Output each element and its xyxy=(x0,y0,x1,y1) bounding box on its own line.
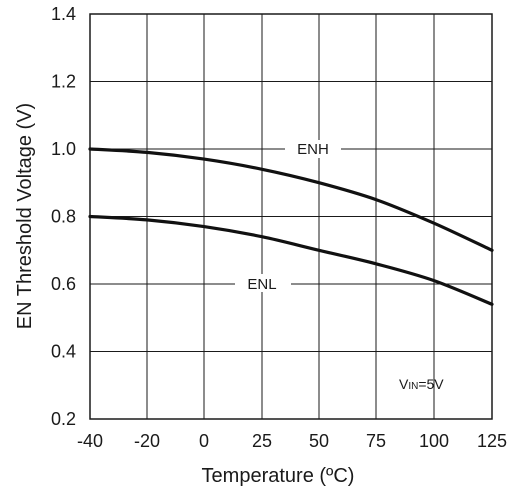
y-tick-label-0.8: 0.8 xyxy=(51,207,76,227)
label-knockout-0 xyxy=(285,140,341,158)
vin-prefix: V xyxy=(399,376,409,392)
x-tick-label-125: 125 xyxy=(477,431,507,451)
vin-subscript: IN xyxy=(408,381,418,392)
y-tick-label-1.4: 1.4 xyxy=(51,4,76,24)
y-axis-title: EN Threshold Voltage (V) xyxy=(14,103,36,329)
x-tick-label-75: 75 xyxy=(366,431,386,451)
x-tick-label--20: -20 xyxy=(134,431,160,451)
x-tick-labels: -40 -20 0 25 50 75 100 125 xyxy=(77,431,507,451)
vin-annotation: VIN=5V xyxy=(399,376,444,392)
series-label-enh: ENH xyxy=(297,141,329,158)
x-tick-label--40: -40 xyxy=(77,431,103,451)
series-line-enh xyxy=(88,147,494,252)
series-group xyxy=(88,147,494,306)
y-tick-labels: 0.2 0.4 0.6 0.8 1.0 1.2 1.4 xyxy=(51,4,76,429)
y-tick-label-1.0: 1.0 xyxy=(51,139,76,159)
x-tick-label-50: 50 xyxy=(309,431,329,451)
vin-suffix: =5V xyxy=(418,376,444,392)
series-line-enl xyxy=(88,214,494,306)
y-tick-label-1.2: 1.2 xyxy=(51,72,76,92)
y-tick-label-0.2: 0.2 xyxy=(51,409,76,429)
grid xyxy=(90,14,492,419)
series-label-enl: ENL xyxy=(247,276,276,293)
x-tick-label-0: 0 xyxy=(199,431,209,451)
y-tick-label-0.6: 0.6 xyxy=(51,274,76,294)
y-tick-label-0.4: 0.4 xyxy=(51,342,76,362)
x-axis-title: Temperature (ºC) xyxy=(202,465,355,487)
label-knockout-1 xyxy=(235,274,291,292)
x-tick-label-100: 100 xyxy=(419,431,449,451)
x-tick-label-25: 25 xyxy=(252,431,272,451)
